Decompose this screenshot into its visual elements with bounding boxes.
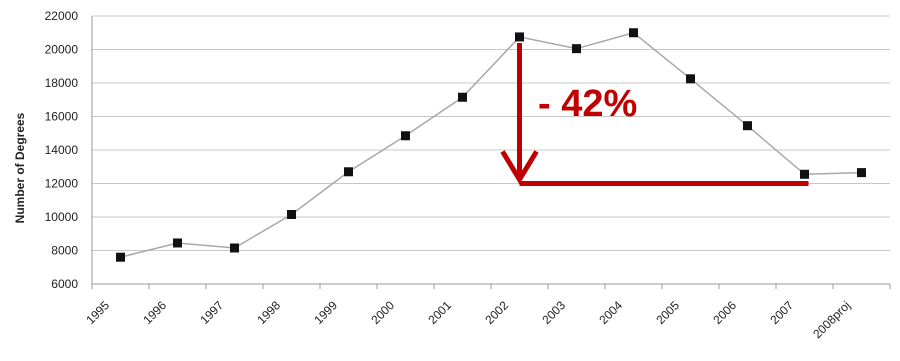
y-tick-label: 18000 [45,76,79,90]
x-tick-label: 1999 [311,298,340,327]
data-point [572,44,581,54]
y-axis-title: Number of Degrees [13,112,27,223]
x-tick-label: 2001 [425,298,454,327]
x-tick-label: 2005 [653,298,682,327]
x-tick-label: 2002 [482,298,511,327]
y-tick-label: 6000 [51,277,78,291]
series-line [120,31,862,258]
y-tick-label: 14000 [45,143,79,157]
y-tick-label: 22000 [45,9,79,23]
data-point [857,168,866,178]
y-axis-tick-labels: 6000 8000 10000 12000 14000 16000 18000 20000 22… [45,9,79,291]
data-point [515,32,524,42]
data-point [743,121,752,131]
x-tick-label: 1997 [197,298,226,327]
series-layer [116,28,866,262]
data-point [116,252,125,262]
annotation-arrow-head [500,150,539,185]
data-point [629,28,638,38]
data-point [173,238,182,248]
x-tick-label: 2008proj [810,298,853,341]
y-tick-label: 10000 [45,210,79,224]
annotation: - 42% [500,42,809,186]
y-tick-label: 12000 [45,177,79,191]
x-tick-label: 2006 [710,298,739,327]
data-point [686,74,695,84]
x-tick-label: 2003 [539,298,568,327]
data-point [800,169,809,179]
data-point [344,167,353,177]
data-point [458,92,467,102]
y-tick-label: 16000 [45,110,79,124]
x-tick-label: 1996 [140,298,169,327]
data-point [401,131,410,141]
y-tick-label: 20000 [45,43,79,57]
x-tick-label: 2000 [368,298,397,327]
annotation-label: - 42% [538,83,637,125]
data-point [230,243,239,253]
x-tick-label: 2004 [596,298,625,327]
x-tick-label: 2007 [767,298,796,327]
x-axis-tick-labels: 1995 1996 1997 1998 1999 2000 2001 2002 2003 2004… [83,298,853,341]
x-tick-label: 1998 [254,298,283,327]
y-tick-label: 8000 [51,244,78,258]
x-tick-label: 1995 [83,298,112,327]
data-point [287,209,296,219]
grid-lines [91,15,891,289]
